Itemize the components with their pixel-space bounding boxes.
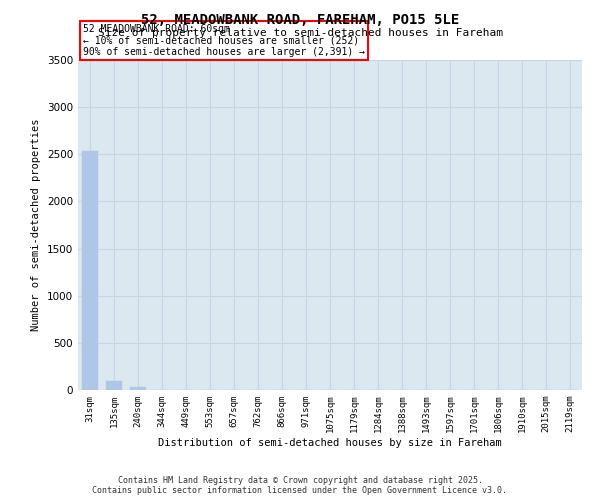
Text: Contains HM Land Registry data © Crown copyright and database right 2025.
Contai: Contains HM Land Registry data © Crown c… xyxy=(92,476,508,495)
X-axis label: Distribution of semi-detached houses by size in Fareham: Distribution of semi-detached houses by … xyxy=(158,438,502,448)
Text: Size of property relative to semi-detached houses in Fareham: Size of property relative to semi-detach… xyxy=(97,28,503,38)
Bar xyxy=(82,152,98,390)
Bar xyxy=(106,380,122,390)
Text: 52, MEADOWBANK ROAD, FAREHAM, PO15 5LE: 52, MEADOWBANK ROAD, FAREHAM, PO15 5LE xyxy=(141,12,459,26)
Bar xyxy=(130,387,146,390)
Y-axis label: Number of semi-detached properties: Number of semi-detached properties xyxy=(31,118,41,331)
Text: 52 MEADOWBANK ROAD: 60sqm
← 10% of semi-detached houses are smaller (252)
90% of: 52 MEADOWBANK ROAD: 60sqm ← 10% of semi-… xyxy=(83,24,365,56)
